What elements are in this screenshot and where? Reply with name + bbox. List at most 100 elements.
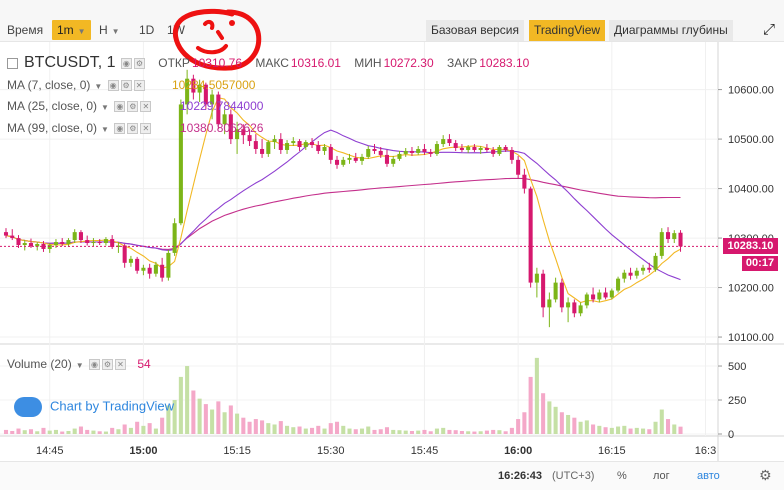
ma-99-legend: MA (99, close, 0) ▼ ◉ ⚙ ✕ <box>7 121 152 135</box>
volume-bar <box>534 357 539 434</box>
candle-body <box>372 148 377 151</box>
candle-body <box>203 84 208 105</box>
volume-bar <box>472 431 477 434</box>
volume-bar <box>666 419 671 434</box>
candle-body <box>491 149 496 154</box>
chevron-down-icon: ▼ <box>77 27 86 36</box>
candle-body <box>391 158 396 164</box>
fullscreen-icon[interactable]: ⤢ <box>762 21 775 38</box>
volume-bar <box>216 401 221 434</box>
gear-icon[interactable]: ⚙ <box>127 123 139 135</box>
volume-bar <box>53 429 58 434</box>
time-tick-label: 16:3 <box>695 445 716 457</box>
volume-bar <box>634 427 639 434</box>
candle-body <box>228 114 233 140</box>
volume-bar <box>328 423 333 434</box>
volume-bar <box>559 412 564 434</box>
candle-body <box>316 145 321 151</box>
candle-body <box>628 272 633 276</box>
candle-body <box>503 147 508 150</box>
chart-style-value: H <box>99 23 108 37</box>
tradingview-watermark[interactable]: Chart by TradingView <box>14 397 174 417</box>
volume-bar <box>678 426 683 434</box>
candles <box>3 69 683 328</box>
candle-body <box>397 153 402 159</box>
interval-value: 1m <box>57 23 74 37</box>
volume-bar <box>10 431 15 434</box>
volume-bar <box>434 428 439 434</box>
volume-tick-label: 250 <box>728 395 746 407</box>
volume-bar <box>359 428 365 434</box>
volume-bar <box>166 405 171 434</box>
chevron-down-icon[interactable]: ▼ <box>101 125 109 134</box>
close-icon[interactable]: ✕ <box>114 359 126 371</box>
volume-bar <box>403 430 408 434</box>
candle-body <box>597 292 602 300</box>
auto-scale-button[interactable]: авто <box>697 470 720 482</box>
volume-bar <box>210 409 215 434</box>
gear-icon[interactable]: ⚙ <box>133 58 145 70</box>
volume-bar <box>178 376 183 434</box>
volume-bar <box>22 430 27 434</box>
candle-body <box>466 147 471 150</box>
volume-bar <box>272 424 277 434</box>
eye-icon[interactable]: ◉ <box>114 101 126 113</box>
candle-body <box>147 267 152 274</box>
volume-bar <box>516 419 521 434</box>
candle-body <box>422 148 427 152</box>
candle-body <box>347 157 352 160</box>
volume-bar <box>85 429 90 434</box>
volume-bar <box>35 431 40 434</box>
volume-bar <box>47 430 52 434</box>
watermark-text: Chart by TradingView <box>50 398 175 414</box>
tradingview-button[interactable]: TradingView <box>529 20 606 41</box>
volume-bar <box>153 428 158 434</box>
price-chart[interactable]: 10100.0010200.0010300.0010400.0010500.00… <box>0 8 784 461</box>
candle-body <box>522 174 527 189</box>
eye-icon[interactable]: ◉ <box>88 359 100 371</box>
close-icon[interactable]: ✕ <box>140 101 152 113</box>
gear-icon[interactable]: ⚙ <box>759 467 772 483</box>
log-scale-button[interactable]: лог <box>653 470 670 482</box>
candle-body <box>272 139 277 143</box>
time-tick-label: 16:00 <box>504 445 532 457</box>
volume-bar <box>453 430 458 434</box>
doodle-eye-right <box>229 20 235 26</box>
eye-icon[interactable]: ◉ <box>120 58 132 70</box>
timezone[interactable]: (UTC+3) <box>552 470 595 482</box>
volume-bar <box>228 405 233 434</box>
range-1d-button[interactable]: 1D <box>139 23 155 37</box>
candle-body <box>247 135 252 142</box>
gear-icon[interactable]: ⚙ <box>120 80 132 92</box>
time-tick-label: 16:15 <box>598 445 626 457</box>
percent-scale-button[interactable]: % <box>617 470 627 482</box>
chevron-down-icon[interactable]: ▼ <box>94 82 103 91</box>
eye-icon[interactable]: ◉ <box>107 80 119 92</box>
volume-bar <box>72 428 77 434</box>
volume-bar <box>116 429 121 434</box>
candle-body <box>291 141 296 144</box>
chevron-down-icon[interactable]: ▼ <box>75 361 84 370</box>
volume-bar <box>110 427 115 434</box>
candle-body <box>128 258 133 263</box>
close-icon[interactable]: ✕ <box>140 123 152 135</box>
volume-bar <box>591 424 596 434</box>
time-tick-label: 14:45 <box>36 445 64 457</box>
eye-icon[interactable]: ◉ <box>114 123 126 135</box>
volume-bar <box>578 421 583 434</box>
candle-body <box>103 239 108 244</box>
basic-version-button[interactable]: Базовая версия <box>426 20 524 41</box>
depth-charts-button[interactable]: Диаграммы глубины <box>609 20 733 41</box>
candle-body <box>16 238 21 245</box>
collapse-icon[interactable] <box>7 58 18 70</box>
gear-icon[interactable]: ⚙ <box>127 101 139 113</box>
gear-icon[interactable]: ⚙ <box>101 359 113 371</box>
candle-body <box>166 252 171 278</box>
candle-body <box>572 302 577 314</box>
close-icon[interactable]: ✕ <box>133 80 145 92</box>
volume-bar <box>528 376 533 434</box>
chart-style-select[interactable]: H ▼ <box>94 20 125 40</box>
chevron-down-icon[interactable]: ▼ <box>101 103 109 112</box>
volume-bar <box>141 425 146 434</box>
interval-select[interactable]: 1m ▼ <box>52 20 91 40</box>
